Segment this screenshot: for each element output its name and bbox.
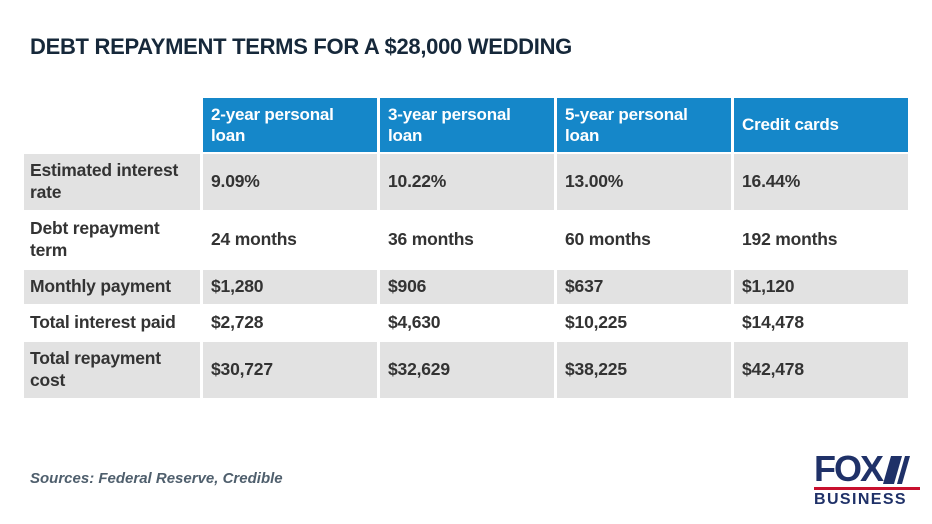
column-header-5yr-loan: 5-year personal loan bbox=[557, 98, 731, 152]
monthly-payment-credit-cards: $1,120 bbox=[734, 270, 908, 304]
fox-business-logo: FOX BUSINESS bbox=[814, 448, 920, 509]
row-label-total-repayment: Total repayment cost bbox=[24, 342, 200, 398]
repayment-term-2yr: 24 months bbox=[203, 212, 377, 268]
repayment-terms-table: 2-year personal loan 3-year personal loa… bbox=[24, 98, 908, 398]
fox-searchlight-icon bbox=[883, 456, 911, 484]
column-header-3yr-loan: 3-year personal loan bbox=[380, 98, 554, 152]
fox-wordmark: FOX bbox=[814, 448, 884, 489]
business-wordmark: BUSINESS bbox=[814, 491, 907, 508]
repayment-term-3yr: 36 months bbox=[380, 212, 554, 268]
logo-red-divider bbox=[814, 487, 920, 490]
total-interest-credit-cards: $14,478 bbox=[734, 306, 908, 340]
column-header-credit-cards: Credit cards bbox=[734, 98, 908, 152]
sources-note: Sources: Federal Reserve, Credible bbox=[30, 470, 283, 487]
interest-rate-5yr: 13.00% bbox=[557, 154, 731, 210]
total-repayment-3yr: $32,629 bbox=[380, 342, 554, 398]
total-repayment-5yr: $38,225 bbox=[557, 342, 731, 398]
column-header-2yr-loan: 2-year personal loan bbox=[203, 98, 377, 152]
monthly-payment-2yr: $1,280 bbox=[203, 270, 377, 304]
total-repayment-2yr: $30,727 bbox=[203, 342, 377, 398]
repayment-term-credit-cards: 192 months bbox=[734, 212, 908, 268]
total-repayment-credit-cards: $42,478 bbox=[734, 342, 908, 398]
interest-rate-credit-cards: 16.44% bbox=[734, 154, 908, 210]
row-label-interest-rate: Estimated interest rate bbox=[24, 154, 200, 210]
fox-wordmark-row: FOX bbox=[814, 448, 920, 489]
row-label-monthly-payment: Monthly payment bbox=[24, 270, 200, 304]
interest-rate-2yr: 9.09% bbox=[203, 154, 377, 210]
interest-rate-3yr: 10.22% bbox=[380, 154, 554, 210]
total-interest-5yr: $10,225 bbox=[557, 306, 731, 340]
monthly-payment-5yr: $637 bbox=[557, 270, 731, 304]
monthly-payment-3yr: $906 bbox=[380, 270, 554, 304]
total-interest-2yr: $2,728 bbox=[203, 306, 377, 340]
page-title: DEBT REPAYMENT TERMS FOR A $28,000 WEDDI… bbox=[30, 34, 572, 59]
repayment-term-5yr: 60 months bbox=[557, 212, 731, 268]
table-corner-cell bbox=[24, 98, 200, 152]
row-label-repayment-term: Debt repayment term bbox=[24, 212, 200, 268]
total-interest-3yr: $4,630 bbox=[380, 306, 554, 340]
row-label-total-interest: Total interest paid bbox=[24, 306, 200, 340]
